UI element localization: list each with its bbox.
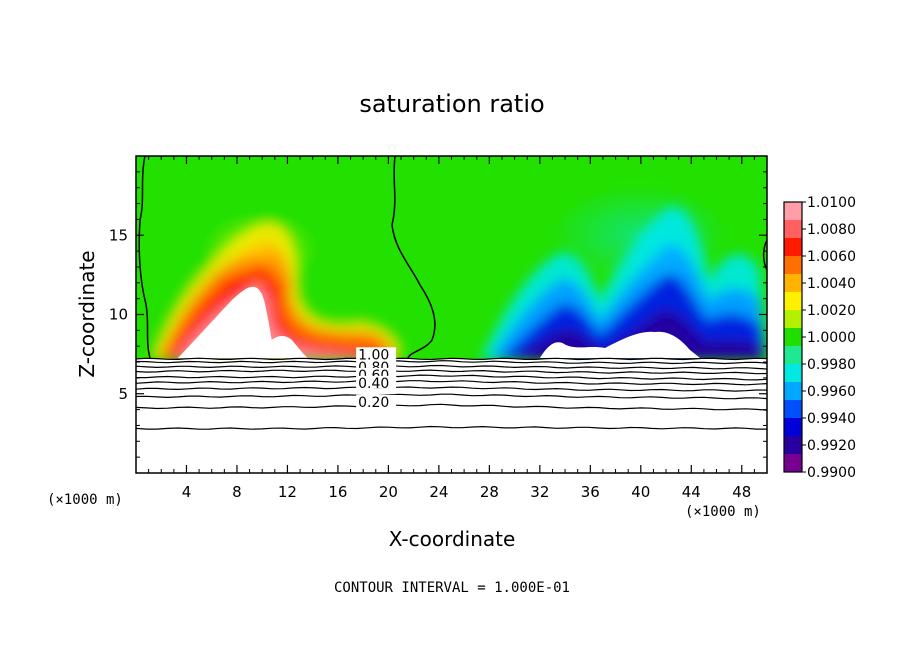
contour-line bbox=[136, 364, 767, 370]
contour-line bbox=[136, 425, 767, 430]
colorbar: 1.0100 1.0080 1.0060 1.0040 1.0020 1.0000 0.99… bbox=[783, 195, 856, 481]
colorbar-label: 1.0060 bbox=[807, 249, 856, 265]
colorbar-label: 0.9900 bbox=[807, 465, 856, 481]
contour-interval-note: CONTOUR INTERVAL = 1.000E-01 bbox=[334, 580, 570, 596]
colorbar-label: 0.9920 bbox=[807, 438, 856, 454]
x-tick-label: 20 bbox=[379, 483, 398, 501]
colorbar-swatch bbox=[784, 274, 802, 293]
colorbar-swatch bbox=[784, 400, 802, 419]
saturation-field bbox=[136, 156, 767, 359]
contour-line bbox=[136, 374, 767, 381]
colorbar-swatch bbox=[784, 346, 802, 365]
contour-label-bg bbox=[356, 394, 397, 408]
x-tick-label: 24 bbox=[429, 483, 448, 501]
y-tick-label: 5 bbox=[118, 385, 128, 403]
contour-line bbox=[136, 403, 767, 411]
contour-label: 0.20 bbox=[358, 395, 389, 411]
colorbar-swatch bbox=[784, 220, 802, 239]
colorbar-label: 0.9960 bbox=[807, 384, 856, 400]
x-unit-left: (×1000 m) bbox=[47, 492, 123, 508]
colorbar-label: 1.0080 bbox=[807, 222, 856, 238]
colorbar-label: 1.0000 bbox=[807, 330, 856, 346]
x-tick-label: 4 bbox=[182, 483, 192, 501]
contour-line bbox=[136, 360, 767, 365]
colorbar-label: 0.9980 bbox=[807, 357, 856, 373]
colorbar-swatch bbox=[784, 310, 802, 329]
x-tick-label: 48 bbox=[732, 483, 751, 501]
x-tick-label: 16 bbox=[328, 483, 347, 501]
x-tick-label: 44 bbox=[682, 483, 701, 501]
contour-label: 0.40 bbox=[358, 376, 389, 392]
contour-label-bg bbox=[356, 347, 397, 361]
y-tick-label: 10 bbox=[109, 306, 128, 324]
contour-line bbox=[136, 369, 767, 375]
x-unit-right: (×1000 m) bbox=[685, 504, 761, 520]
x-tick-label: 12 bbox=[278, 483, 297, 501]
colorbar-swatch bbox=[784, 382, 802, 401]
x-axis-label: X-coordinate bbox=[389, 527, 516, 551]
colorbar-label: 1.0040 bbox=[807, 276, 856, 292]
y-axis-ticks: 5 10 15 bbox=[109, 171, 767, 458]
lower-contours bbox=[136, 357, 767, 430]
x-axis-ticks: 4 8 12 16 20 24 28 32 36 40 44 48 bbox=[148, 156, 755, 501]
x-tick-label: 36 bbox=[581, 483, 600, 501]
contour-label: 1.00 bbox=[358, 347, 389, 363]
y-tick-label: 15 bbox=[109, 226, 128, 244]
colorbar-swatch bbox=[784, 292, 802, 311]
colorbar-swatch bbox=[784, 454, 802, 473]
colorbar-label: 1.0100 bbox=[807, 195, 856, 211]
x-tick-label: 28 bbox=[480, 483, 499, 501]
contour-line bbox=[136, 357, 767, 361]
chart-title: saturation ratio bbox=[359, 90, 544, 118]
colorbar-label: 1.0020 bbox=[807, 303, 856, 319]
contour-line bbox=[136, 386, 767, 392]
colorbar-swatch bbox=[784, 418, 802, 437]
x-tick-label: 40 bbox=[631, 483, 650, 501]
colorbar-swatch bbox=[784, 328, 802, 347]
contour-labels: 1.000.800.600.400.20 bbox=[356, 347, 397, 411]
x-tick-label: 8 bbox=[232, 483, 242, 501]
colorbar-label: 0.9940 bbox=[807, 411, 856, 427]
x-tick-label: 32 bbox=[530, 483, 549, 501]
colorbar-swatch bbox=[784, 238, 802, 257]
contour-label-bg bbox=[356, 375, 397, 389]
colorbar-swatch bbox=[784, 364, 802, 383]
contour-line bbox=[136, 393, 767, 400]
colorbar-swatch bbox=[784, 436, 802, 455]
colorbar-swatch bbox=[784, 256, 802, 275]
y-axis-label: Z-coordinate bbox=[75, 250, 99, 377]
contour-line bbox=[136, 380, 767, 386]
colorbar-swatch bbox=[784, 202, 802, 221]
